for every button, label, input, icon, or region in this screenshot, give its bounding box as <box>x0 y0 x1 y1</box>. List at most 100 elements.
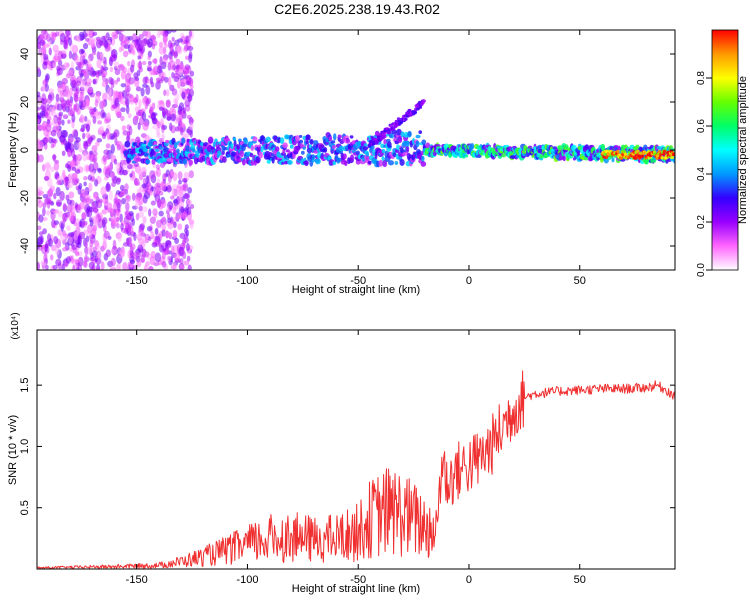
spectrogram-x-tick-label: -50 <box>350 275 366 287</box>
spectrogram-cell <box>175 93 180 101</box>
spectrogram-cell <box>139 45 146 54</box>
spectrogram-cell <box>44 243 48 253</box>
spectrogram-cell <box>162 222 166 231</box>
spectrogram-cell <box>97 126 104 135</box>
spectrogram-cell <box>161 260 167 268</box>
spectrogram-cell <box>116 77 121 82</box>
spectrogram-cell <box>239 150 244 158</box>
spectrogram-cell <box>128 210 134 217</box>
spectrogram-cell <box>73 258 81 264</box>
spectrogram-cell <box>184 133 190 138</box>
spectrogram-cell <box>413 110 418 114</box>
spectrogram-cell <box>61 103 67 112</box>
spectrogram-cell <box>397 135 403 144</box>
spectrogram-cell <box>168 122 173 131</box>
spectrogram-heatmap <box>37 30 675 270</box>
spectrogram-cell <box>169 84 175 92</box>
spectrogram-cell <box>82 143 88 149</box>
spectrogram-cell <box>158 242 163 248</box>
spectrogram-cell <box>177 171 183 180</box>
spectrogram-cell <box>74 54 79 64</box>
spectrogram-cell <box>92 31 98 36</box>
spectrogram-cell <box>122 130 129 136</box>
spectrogram-cell <box>79 201 86 210</box>
spectrogram-cell <box>96 51 101 60</box>
spectrogram-cell <box>128 94 135 103</box>
spectrogram-cell <box>113 158 118 165</box>
spectrogram-cell <box>168 148 174 152</box>
spectrogram-cell <box>87 87 93 94</box>
spectrogram-cell <box>407 130 412 137</box>
spectrogram-cell <box>222 156 227 163</box>
spectrogram-cell <box>611 157 615 163</box>
spectrogram-cell <box>169 60 176 70</box>
spectrogram-cell <box>252 136 258 142</box>
spectrogram-cell <box>98 198 103 203</box>
spectrogram-cell <box>167 217 172 224</box>
spectrogram-cell <box>120 160 127 169</box>
spectrogram-cell <box>101 132 107 140</box>
spectrogram-cell <box>166 184 172 193</box>
spectrogram-cell <box>142 121 149 131</box>
spectrogram-cell <box>145 175 149 185</box>
spectrogram-cell <box>336 157 343 162</box>
spectrogram-cell <box>61 77 68 85</box>
spectrogram-cell <box>258 151 263 159</box>
spectrogram-cell <box>46 97 52 104</box>
spectrogram-cell <box>105 249 112 257</box>
spectrogram-cell <box>636 149 640 153</box>
spectrogram-cell <box>101 99 106 109</box>
spectrogram-cell <box>141 38 148 47</box>
spectrogram-cell <box>81 211 87 221</box>
spectrogram-cell <box>171 187 175 198</box>
spectrogram-cell <box>110 257 116 267</box>
spectrogram-cell <box>143 140 147 145</box>
spectrogram-cell <box>86 64 92 71</box>
spectrogram-cell <box>83 247 91 256</box>
spectrogram-cell <box>94 216 99 226</box>
spectrogram-cell <box>604 155 609 160</box>
spectrogram-cell <box>159 181 167 191</box>
spectrogram-cell <box>139 223 145 231</box>
spectrogram-cell <box>129 259 135 265</box>
spectrogram-cell <box>227 153 232 158</box>
spectrogram-cell <box>142 143 147 148</box>
spectrogram-cell <box>140 87 145 97</box>
spectrogram-cell <box>89 153 96 163</box>
spectrogram-cell <box>79 128 86 133</box>
spectrogram-cell <box>113 61 120 68</box>
spectrogram-cell <box>66 204 73 214</box>
spectrogram-cell <box>164 231 171 239</box>
spectrogram-cell <box>162 107 166 117</box>
spectrogram-cell <box>171 36 175 42</box>
spectrogram-cell <box>672 152 675 156</box>
spectrogram-cell <box>146 187 151 194</box>
spectrogram-cell <box>76 107 81 115</box>
spectrogram-cell <box>68 37 72 47</box>
spectrogram-cell <box>330 140 336 144</box>
spectrogram-cell <box>40 102 47 110</box>
spectrogram-cell <box>94 179 99 187</box>
spectrogram-cell <box>160 76 165 82</box>
spectrogram-cell <box>391 127 396 131</box>
spectrogram-cell <box>37 140 42 149</box>
spectrogram-cell <box>72 264 76 270</box>
spectrogram-cell <box>469 142 475 150</box>
spectrogram-cell <box>57 229 62 237</box>
colorbar-tick-label: 0.6 <box>696 119 707 133</box>
snr-x-tick-label: -100 <box>236 574 258 586</box>
spectrogram-cell <box>50 244 57 252</box>
spectrogram-x-tick-label: 0 <box>466 275 472 287</box>
spectrogram-cell <box>71 166 77 171</box>
spectrogram-cell <box>101 209 107 215</box>
spectrogram-cell <box>158 145 163 150</box>
spectrogram-cell <box>274 146 280 152</box>
spectrogram-cell <box>142 177 147 185</box>
spectrogram-cell <box>304 160 309 167</box>
spectrogram-cell <box>120 70 127 80</box>
spectrogram-cell <box>344 160 348 167</box>
spectrogram-cell <box>91 145 98 152</box>
spectrogram-cell <box>96 59 102 69</box>
spectrogram-cell <box>60 53 67 59</box>
spectrogram-cell <box>95 266 101 270</box>
